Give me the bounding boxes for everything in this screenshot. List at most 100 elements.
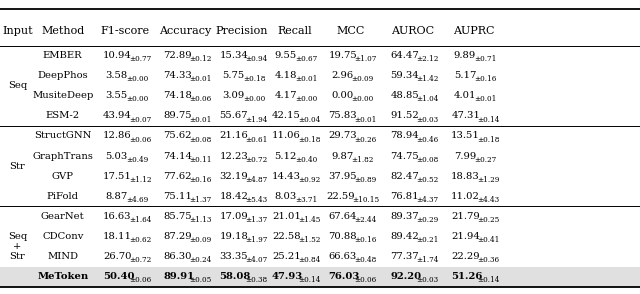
Text: ±0.03: ±0.03 [417,116,438,123]
Text: 55.67: 55.67 [220,111,248,120]
Text: 59.34: 59.34 [390,71,419,80]
Text: ±0.08: ±0.08 [189,136,211,143]
Text: ±0.01: ±0.01 [475,96,497,103]
Text: ±0.36: ±0.36 [477,256,499,264]
Text: ±10.15: ±10.15 [353,196,380,204]
Text: Seq: Seq [8,81,27,90]
Text: ±0.11: ±0.11 [189,156,212,164]
Text: ±4.07: ±4.07 [246,256,268,264]
Text: 0.00: 0.00 [331,91,353,100]
Text: 77.62: 77.62 [163,172,192,181]
Text: ±1.45: ±1.45 [298,216,321,224]
Text: 47.31: 47.31 [451,111,480,120]
Text: AUROC: AUROC [391,26,435,36]
Text: ±4.37: ±4.37 [417,196,438,204]
Text: 42.15: 42.15 [272,111,301,120]
Text: ±4.69: ±4.69 [127,196,148,204]
Text: ±0.46: ±0.46 [417,136,438,143]
Text: 91.52: 91.52 [390,111,419,120]
Text: 18.83: 18.83 [451,172,480,181]
Text: ±0.09: ±0.09 [352,75,374,83]
Text: 18.11: 18.11 [103,232,132,241]
Text: 22.58: 22.58 [272,232,301,241]
Text: ±0.71: ±0.71 [475,55,497,63]
Text: ±1.13: ±1.13 [189,216,212,224]
Text: 21.01: 21.01 [272,212,301,221]
Text: ±0.89: ±0.89 [355,176,376,184]
Text: 4.01: 4.01 [454,91,476,100]
Text: ±2.12: ±2.12 [417,55,439,63]
Text: 11.02: 11.02 [451,192,480,201]
Text: ±0.12: ±0.12 [189,55,212,63]
Text: Str: Str [10,162,25,171]
Text: ±0.52: ±0.52 [417,176,438,184]
Text: 51.26: 51.26 [451,272,483,281]
Text: ±0.16: ±0.16 [189,176,212,184]
Text: ±0.04: ±0.04 [298,116,320,123]
Text: Seq
+
Str: Seq + Str [8,232,27,261]
Text: ±1.04: ±1.04 [417,96,439,103]
Text: Method: Method [41,26,84,36]
Text: ±5.43: ±5.43 [246,196,268,204]
Text: 86.30: 86.30 [163,252,192,261]
Text: 5.75: 5.75 [222,71,244,80]
Text: ±0.48: ±0.48 [355,256,376,264]
Text: ±0.14: ±0.14 [477,276,500,284]
Text: ±1.97: ±1.97 [246,236,268,244]
Text: 14.43: 14.43 [272,172,301,181]
Text: ±0.27: ±0.27 [475,156,497,164]
Text: ±0.00: ±0.00 [127,96,148,103]
Text: 75.83: 75.83 [328,111,357,120]
Text: ±0.18: ±0.18 [477,136,500,143]
Text: ±0.01: ±0.01 [296,75,318,83]
Text: 67.64: 67.64 [328,212,357,221]
Text: ±1.37: ±1.37 [246,216,268,224]
Text: ±0.09: ±0.09 [189,236,211,244]
Text: GearNet: GearNet [41,212,84,221]
Text: Accuracy: Accuracy [159,26,212,36]
Text: ±0.49: ±0.49 [127,156,148,164]
Text: 89.91: 89.91 [163,272,195,281]
Text: 70.88: 70.88 [328,232,357,241]
Text: ±0.67: ±0.67 [296,55,317,63]
Text: ±1.29: ±1.29 [477,176,500,184]
Text: 66.63: 66.63 [328,252,356,261]
Text: 76.81: 76.81 [390,192,419,201]
Text: 37.95: 37.95 [328,172,357,181]
Text: ±0.84: ±0.84 [298,256,320,264]
Text: 10.94: 10.94 [103,51,132,60]
Text: 75.11: 75.11 [163,192,192,201]
Text: 17.51: 17.51 [103,172,132,181]
Text: 12.86: 12.86 [103,131,132,141]
Text: ±0.06: ±0.06 [355,276,376,284]
Text: 58.08: 58.08 [220,272,251,281]
Text: 26.70: 26.70 [103,252,132,261]
Text: 82.47: 82.47 [390,172,419,181]
Text: ±1.82: ±1.82 [352,156,374,164]
Text: 7.99: 7.99 [454,152,476,161]
Text: Recall: Recall [277,26,312,36]
Text: ±0.06: ±0.06 [189,96,211,103]
Text: ±3.71: ±3.71 [296,196,317,204]
Text: 74.75: 74.75 [390,152,419,161]
Text: 15.34: 15.34 [220,51,248,60]
Text: 89.42: 89.42 [390,232,419,241]
Text: ±0.01: ±0.01 [189,116,212,123]
Text: 9.55: 9.55 [275,51,297,60]
Bar [0,267,640,287]
Text: 8.87: 8.87 [106,192,128,201]
Text: F1-score: F1-score [101,26,150,36]
Text: 25.21: 25.21 [272,252,301,261]
Text: ±0.06: ±0.06 [129,276,151,284]
Text: 9.89: 9.89 [454,51,476,60]
Text: ±0.61: ±0.61 [246,136,268,143]
Text: CDConv: CDConv [42,232,83,241]
Text: ±0.03: ±0.03 [417,276,438,284]
Text: 50.40: 50.40 [103,272,134,281]
Text: ±1.94: ±1.94 [246,116,268,123]
Text: MIND: MIND [47,252,78,261]
Text: 18.42: 18.42 [220,192,248,201]
Text: 13.51: 13.51 [451,131,480,141]
Text: 78.94: 78.94 [390,131,419,141]
Text: 4.18: 4.18 [275,71,297,80]
